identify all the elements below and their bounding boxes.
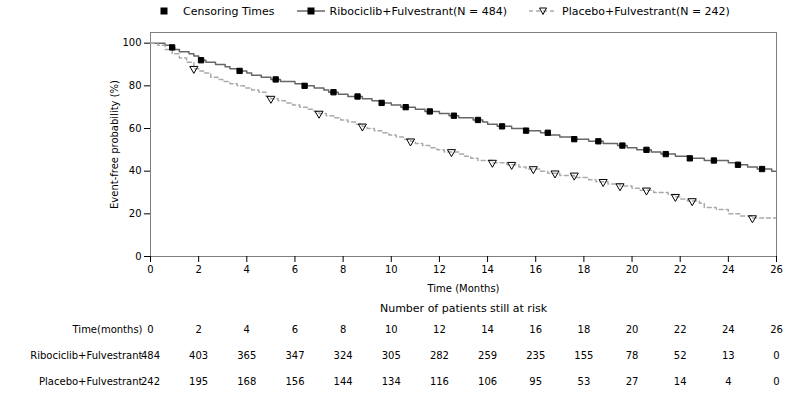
html-text:Ribociclib+Fulvestrant(N = 484: Ribociclib+Fulvestrant(N = 484) (329, 4, 508, 18)
svg-text:52: 52 (674, 350, 687, 361)
html-text:Placebo+Fulvestrant(N = 242): Placebo+Fulvestrant(N = 242) (562, 4, 730, 18)
svg-text:12: 12 (433, 264, 446, 275)
svg-text:13: 13 (722, 350, 735, 361)
svg-text:24: 24 (722, 324, 735, 335)
svg-text:Time(months): Time(months) (72, 324, 143, 335)
svg-text:484: 484 (141, 350, 160, 361)
svg-text:155: 155 (574, 350, 593, 361)
svg-text:305: 305 (382, 350, 401, 361)
svg-text:24: 24 (722, 264, 735, 275)
svg-text:10: 10 (385, 264, 398, 275)
svg-text:18: 18 (578, 264, 591, 275)
svg-text:4: 4 (244, 264, 250, 275)
svg-text:16: 16 (529, 264, 542, 275)
svg-text:0: 0 (773, 350, 779, 361)
svg-text:144: 144 (334, 376, 353, 387)
svg-text:40: 40 (129, 165, 142, 176)
svg-text:22: 22 (674, 264, 687, 275)
svg-text:26: 26 (770, 264, 783, 275)
svg-text:156: 156 (285, 376, 304, 387)
svg-text:2: 2 (195, 264, 201, 275)
svg-text:14: 14 (481, 264, 494, 275)
svg-text:26: 26 (770, 324, 783, 335)
svg-text:80: 80 (129, 80, 142, 91)
svg-text:8: 8 (340, 324, 346, 335)
svg-text:0: 0 (135, 251, 141, 262)
svg-text:8: 8 (340, 264, 346, 275)
svg-text:0: 0 (773, 376, 779, 387)
svg-text:27: 27 (626, 376, 639, 387)
svg-text:22: 22 (674, 324, 687, 335)
svg-text:Number of patients still at ri: Number of patients still at risk (380, 302, 548, 315)
svg-text:195: 195 (189, 376, 208, 387)
svg-text:60: 60 (129, 123, 142, 134)
html-text:Censoring Times: Censoring Times (183, 4, 275, 18)
svg-text:116: 116 (430, 376, 449, 387)
svg-text:134: 134 (382, 376, 401, 387)
svg-text:242: 242 (141, 376, 160, 387)
svg-text:282: 282 (430, 350, 449, 361)
svg-text:18: 18 (578, 324, 591, 335)
svg-text:12: 12 (433, 324, 446, 335)
svg-text:168: 168 (237, 376, 256, 387)
svg-text:4: 4 (725, 376, 731, 387)
svg-text:14: 14 (481, 324, 494, 335)
svg-text:235: 235 (526, 350, 545, 361)
svg-text:106: 106 (478, 376, 497, 387)
svg-text:324: 324 (334, 350, 353, 361)
svg-text:20: 20 (626, 264, 639, 275)
svg-text:20: 20 (626, 324, 639, 335)
svg-text:0: 0 (147, 324, 153, 335)
svg-text:347: 347 (285, 350, 304, 361)
svg-text:0: 0 (147, 264, 153, 275)
svg-text:2: 2 (195, 324, 201, 335)
svg-text:10: 10 (385, 324, 398, 335)
svg-text:365: 365 (237, 350, 256, 361)
svg-text:53: 53 (578, 376, 591, 387)
svg-text:Ribociclib+Fulvestrant: Ribociclib+Fulvestrant (30, 350, 142, 361)
svg-text:20: 20 (129, 208, 142, 219)
svg-text:6: 6 (292, 264, 298, 275)
svg-text:Time (Months): Time (Months) (426, 283, 499, 294)
svg-text:259: 259 (478, 350, 497, 361)
svg-text:Placebo+Fulvestrant: Placebo+Fulvestrant (39, 376, 143, 387)
svg-text:16: 16 (529, 324, 542, 335)
svg-text:100: 100 (122, 37, 141, 48)
svg-text:6: 6 (292, 324, 298, 335)
svg-text:78: 78 (626, 350, 639, 361)
svg-text:14: 14 (674, 376, 687, 387)
svg-text:4: 4 (244, 324, 250, 335)
svg-text:95: 95 (529, 376, 542, 387)
svg-text:403: 403 (189, 350, 208, 361)
svg-text:Event-free probability (%): Event-free probability (%) (109, 80, 120, 209)
